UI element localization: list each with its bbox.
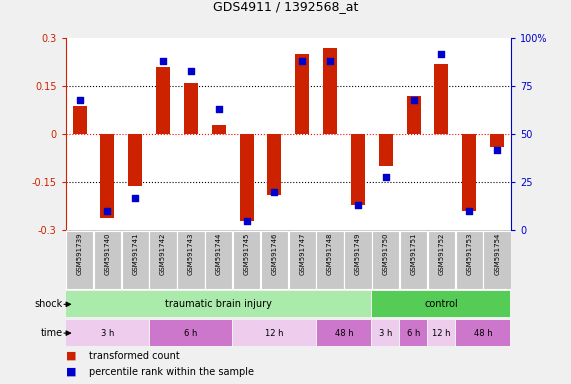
Bar (344, 231, 372, 289)
Point (465, 208, 474, 214)
Bar (323, 48, 337, 134)
Text: GSM591751: GSM591751 (411, 232, 417, 275)
Point (381, 174, 391, 180)
Point (75, 97, 84, 103)
Bar (295, 55, 309, 134)
Point (214, 106, 223, 113)
Bar (66, 231, 93, 289)
Bar (456, 231, 483, 289)
Point (159, 58, 168, 65)
Point (186, 68, 195, 74)
Bar (267, 134, 282, 195)
Text: GSM591750: GSM591750 (383, 232, 389, 275)
Bar (233, 231, 260, 289)
Text: 12 h: 12 h (432, 329, 451, 338)
Bar (490, 134, 504, 147)
Point (131, 195, 140, 201)
Bar (407, 96, 421, 134)
Text: 48 h: 48 h (474, 329, 493, 338)
Text: shock: shock (35, 299, 63, 310)
Text: 48 h: 48 h (335, 329, 353, 338)
Point (242, 218, 251, 224)
Bar (372, 320, 399, 346)
Bar (428, 320, 455, 346)
Bar (184, 83, 198, 134)
Text: 6 h: 6 h (184, 329, 198, 338)
Point (325, 58, 335, 65)
Text: ■: ■ (66, 367, 76, 377)
Text: ■: ■ (66, 351, 76, 361)
Bar (435, 64, 448, 134)
Bar (379, 134, 393, 166)
Bar (372, 231, 400, 289)
Text: GSM591744: GSM591744 (216, 232, 222, 275)
Text: control: control (425, 299, 459, 310)
Bar (94, 231, 121, 289)
Bar (150, 231, 177, 289)
Bar (428, 231, 455, 289)
Text: GSM591752: GSM591752 (439, 232, 444, 275)
Bar (66, 291, 371, 317)
Text: 3 h: 3 h (100, 329, 114, 338)
Bar (122, 231, 149, 289)
Bar (400, 320, 427, 346)
Text: percentile rank within the sample: percentile rank within the sample (89, 367, 254, 377)
Bar (463, 134, 476, 211)
Bar (484, 231, 511, 289)
Text: 12 h: 12 h (265, 329, 284, 338)
Text: GSM591741: GSM591741 (132, 232, 138, 275)
Bar (400, 231, 427, 289)
Text: GSM591739: GSM591739 (77, 232, 83, 275)
Bar (150, 320, 232, 346)
Bar (317, 320, 371, 346)
Bar (240, 134, 254, 221)
Text: 3 h: 3 h (379, 329, 392, 338)
Text: GSM591754: GSM591754 (494, 232, 500, 275)
Bar (100, 134, 114, 218)
Bar (73, 106, 87, 134)
Text: GSM591749: GSM591749 (355, 232, 361, 275)
Bar (156, 67, 170, 134)
Text: GSM591748: GSM591748 (327, 232, 333, 275)
Bar (128, 134, 142, 185)
Point (437, 51, 446, 57)
Point (409, 97, 418, 103)
Text: 6 h: 6 h (407, 329, 420, 338)
Text: transformed count: transformed count (89, 351, 179, 361)
Point (270, 189, 279, 195)
Text: time: time (41, 328, 63, 338)
Bar (351, 134, 365, 205)
Bar (316, 231, 344, 289)
Text: GSM591745: GSM591745 (244, 232, 250, 275)
Bar (66, 320, 148, 346)
Point (493, 147, 502, 153)
Bar (233, 320, 316, 346)
Bar (261, 231, 288, 289)
Bar (288, 231, 316, 289)
Point (353, 202, 363, 209)
Text: GSM591746: GSM591746 (271, 232, 278, 275)
Text: traumatic brain injury: traumatic brain injury (166, 299, 272, 310)
Bar (456, 320, 510, 346)
Bar (205, 231, 232, 289)
Text: GSM591747: GSM591747 (299, 232, 305, 275)
Bar (372, 291, 510, 317)
Point (103, 208, 112, 214)
Text: GSM591740: GSM591740 (104, 232, 110, 275)
Bar (177, 231, 204, 289)
Text: GSM591743: GSM591743 (188, 232, 194, 275)
Bar (212, 125, 226, 134)
Point (297, 58, 307, 65)
Text: GDS4911 / 1392568_at: GDS4911 / 1392568_at (213, 0, 358, 13)
Text: GSM591753: GSM591753 (467, 232, 472, 275)
Text: GSM591742: GSM591742 (160, 232, 166, 275)
